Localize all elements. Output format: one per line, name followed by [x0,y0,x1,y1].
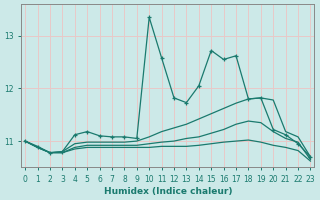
X-axis label: Humidex (Indice chaleur): Humidex (Indice chaleur) [104,187,232,196]
